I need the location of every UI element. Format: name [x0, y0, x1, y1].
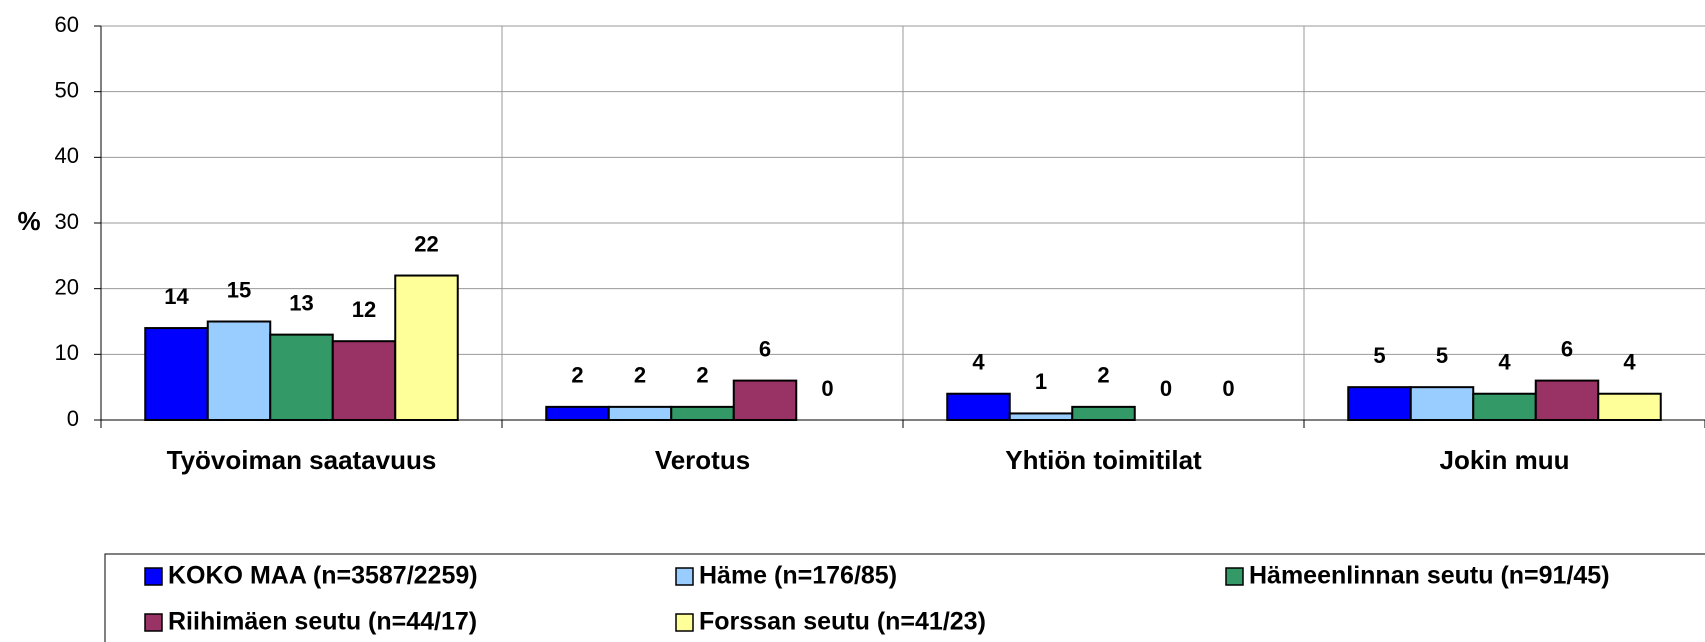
- x-tick-label: Yhtiön toimitilat: [1005, 445, 1202, 475]
- bar: [732, 379, 798, 422]
- data-label: 4: [1623, 350, 1636, 375]
- data-label: 12: [352, 297, 376, 322]
- y-tick-label: 0: [67, 406, 79, 431]
- data-label: 2: [634, 363, 646, 388]
- data-label: 6: [759, 336, 771, 361]
- x-tick-label: Jokin muu: [1439, 445, 1569, 475]
- legend-label: Riihimäen seutu (n=44/17): [168, 608, 477, 636]
- data-label: 22: [414, 231, 438, 256]
- data-label: 2: [696, 363, 708, 388]
- legend-swatch: [144, 613, 163, 632]
- legend-label: Hämeenlinnan seutu (n=91/45): [1249, 562, 1610, 590]
- data-label: 5: [1373, 343, 1385, 368]
- bar: [1597, 392, 1662, 422]
- data-label: 13: [289, 290, 313, 315]
- data-label: 0: [1160, 376, 1172, 401]
- legend-swatch: [144, 567, 163, 586]
- x-tick-label: Verotus: [655, 445, 750, 475]
- bar: [670, 405, 735, 422]
- y-tick-label: 30: [55, 209, 79, 234]
- legend-swatch: [1225, 567, 1244, 586]
- data-label: 0: [821, 376, 833, 401]
- data-label: 4: [1498, 350, 1511, 375]
- y-tick-label: 50: [55, 77, 79, 102]
- bar: [1472, 392, 1537, 422]
- x-tick-label: Työvoiman saatavuus: [167, 445, 437, 475]
- data-label: 2: [571, 363, 583, 388]
- bar: [331, 340, 397, 422]
- bar: [946, 392, 1011, 422]
- data-label: 5: [1436, 343, 1448, 368]
- bar: [1409, 386, 1475, 421]
- y-tick-label: 60: [55, 12, 79, 37]
- bar: [1008, 412, 1074, 421]
- y-tick-label: 10: [55, 340, 79, 365]
- bar: [144, 327, 209, 422]
- legend-swatch: [675, 613, 694, 632]
- legend-box: [104, 553, 1705, 642]
- data-label: 2: [1097, 363, 1109, 388]
- data-label: 4: [972, 350, 985, 375]
- y-axis-label: %: [17, 206, 40, 236]
- bar: [1347, 386, 1412, 421]
- bar: [1071, 405, 1136, 422]
- legend-swatch: [675, 567, 694, 586]
- y-tick-label: 40: [55, 143, 79, 168]
- bar: [1534, 379, 1600, 422]
- bar: [206, 320, 272, 421]
- bar: [545, 405, 610, 422]
- data-label: 1: [1035, 369, 1047, 394]
- legend-label: Häme (n=176/85): [699, 562, 897, 590]
- data-label: 14: [164, 284, 189, 309]
- data-label: 0: [1222, 376, 1234, 401]
- bar: [269, 333, 334, 421]
- legend-label: Forssan seutu (n=41/23): [699, 608, 986, 636]
- y-tick-label: 20: [55, 274, 79, 299]
- bar: [394, 274, 459, 421]
- legend-label: KOKO MAA (n=3587/2259): [168, 562, 478, 590]
- bar: [607, 405, 673, 422]
- data-label: 15: [227, 277, 251, 302]
- data-label: 6: [1561, 336, 1573, 361]
